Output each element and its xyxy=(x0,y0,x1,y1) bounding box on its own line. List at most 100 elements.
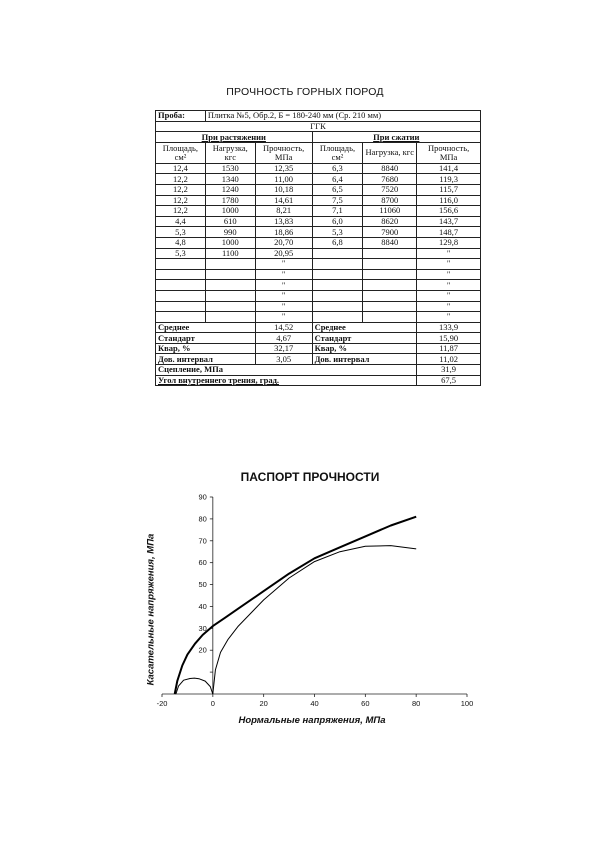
x-tick-label: 40 xyxy=(310,699,318,708)
table-cell: 14,61 xyxy=(254,194,313,207)
y-tick-label: 60 xyxy=(198,558,206,567)
table-cell: 12,2 xyxy=(155,183,206,196)
friction-label: Угол внутреннего трения, град. xyxy=(154,374,418,387)
table-cell: 116,0 xyxy=(416,194,481,207)
table-cell xyxy=(155,258,206,270)
cohesion-label: Сцепление, МПа xyxy=(154,364,418,376)
stat-tension-value: 3,05 xyxy=(254,353,313,366)
table-cell xyxy=(311,311,364,323)
stat-tension-value: 4,67 xyxy=(254,332,313,344)
table-cell xyxy=(204,279,256,291)
table-row: 12,2 1340 11,00 6,4 7680 119,3 xyxy=(155,173,481,185)
table-cell: 6,5 xyxy=(311,183,364,196)
y-tick-label: 90 xyxy=(198,493,206,502)
table-cell: 6,3 xyxy=(311,162,364,175)
table-cell: 8840 xyxy=(362,162,418,175)
cohesion-value: 31,9 xyxy=(416,364,481,376)
table-cell: 12,2 xyxy=(155,173,206,185)
friction-value: 67,5 xyxy=(416,374,481,387)
table-cell: " xyxy=(254,311,313,323)
table-row: 12,4 1530 12,35 6,3 8840 141,4 xyxy=(155,162,481,175)
stat-label: Среднее xyxy=(155,321,256,334)
table-cell: " xyxy=(416,279,481,291)
table-cell: 20,95 xyxy=(254,247,313,260)
table-cell: " xyxy=(254,279,313,291)
table-cell: 4,4 xyxy=(155,215,206,228)
table-cell: 7680 xyxy=(362,173,418,185)
table-cell: 5,3 xyxy=(155,226,206,238)
table-cell: 11,00 xyxy=(254,173,313,185)
table-row: " " xyxy=(155,258,481,270)
table-cell: 12,2 xyxy=(155,205,206,217)
y-tick-label: 50 xyxy=(198,580,206,589)
table-cell xyxy=(362,258,418,270)
table-cell xyxy=(204,268,256,281)
sample-label: Проба: xyxy=(155,110,206,122)
table-cell xyxy=(311,300,364,313)
table-cell: 129,8 xyxy=(416,236,481,249)
sample-value: Плитка №5, Обр.2, Б = 180-240 мм (Ср. 21… xyxy=(204,110,482,122)
table-cell: 119,3 xyxy=(416,173,481,185)
table-cell: 10,18 xyxy=(254,183,313,196)
table-cell xyxy=(362,300,418,313)
x-tick-label: 20 xyxy=(259,699,267,708)
table-cell xyxy=(311,279,364,291)
table-row: 5,3 1100 20,95 " xyxy=(155,247,481,260)
rock-type: ГГК xyxy=(155,120,481,133)
table-cell: 12,35 xyxy=(254,162,313,175)
table-cell: 12,2 xyxy=(155,194,206,207)
table-cell: " xyxy=(254,289,313,302)
table-cell: 13,83 xyxy=(254,215,313,228)
table-cell xyxy=(362,268,418,281)
table-cell: 1240 xyxy=(204,183,256,196)
y-tick-label: 40 xyxy=(198,602,206,611)
table-row: " " xyxy=(155,311,481,323)
table-cell xyxy=(204,300,256,313)
table-cell: " xyxy=(254,300,313,313)
column-header: Нагрузка, кгс xyxy=(362,141,418,164)
column-header: Прочность, МПа xyxy=(254,141,313,164)
x-tick-label: -20 xyxy=(157,699,168,708)
column-header: Прочность, МПа xyxy=(416,141,481,164)
x-tick-label: 100 xyxy=(461,699,474,708)
table-cell: 156,6 xyxy=(416,205,481,217)
page-title: ПРОЧНОСТЬ ГОРНЫХ ПОРОД xyxy=(226,86,384,98)
table-cell xyxy=(155,279,206,291)
table-cell: 6,4 xyxy=(311,173,364,185)
table-cell: 115,7 xyxy=(416,183,481,196)
table-cell: 5,3 xyxy=(155,247,206,260)
table-cell xyxy=(362,311,418,323)
table-cell xyxy=(362,279,418,291)
table-cell: 1000 xyxy=(204,205,256,217)
stat-label: Дов. интервал xyxy=(155,353,256,366)
table-cell xyxy=(204,289,256,302)
stat-compression-value: 11,02 xyxy=(416,353,481,366)
table-row: " " xyxy=(155,300,481,313)
table-cell: 8620 xyxy=(362,215,418,228)
table-cell: 4,8 xyxy=(155,236,206,249)
column-header: Площадь, см² xyxy=(311,141,364,164)
table-cell: 1000 xyxy=(204,236,256,249)
chart-plot: 20 30 40 50 60 70 80 90 -20 0 20 40 60 80 100 xyxy=(157,493,474,709)
strength-passport-chart: ПАСПОРТ ПРОЧНОСТИ Касательные напряжения… xyxy=(117,456,503,736)
table-cell xyxy=(362,247,418,260)
table-cell: 7900 xyxy=(362,226,418,238)
table-cell xyxy=(311,289,364,302)
table-cell: 1340 xyxy=(204,173,256,185)
column-header-row: Площадь, см² Нагрузка, кгс Прочность, МПа П… xyxy=(155,141,481,164)
table-cell xyxy=(155,289,206,302)
table-cell xyxy=(204,311,256,323)
stat-label: Квар, % xyxy=(311,342,418,355)
stat-label: Стандарт xyxy=(311,332,418,344)
tension-header: При растяжении xyxy=(155,131,313,143)
stat-compression-value: 15,90 xyxy=(416,332,481,344)
table-cell: 7520 xyxy=(362,183,418,196)
stat-rows: Среднее 14,52 Среднее 133,9 Стандарт 4,67 Стан… xyxy=(155,321,481,366)
y-tick-label: 20 xyxy=(198,646,206,655)
table-cell: 8,21 xyxy=(254,205,313,217)
table-cell: 1530 xyxy=(204,162,256,175)
table-row: 12,2 1000 8,21 7,1 11060 156,6 xyxy=(155,205,481,217)
stat-tension-value: 32,17 xyxy=(254,342,313,355)
x-tick-label: 60 xyxy=(361,699,369,708)
stat-label: Среднее xyxy=(311,321,418,334)
